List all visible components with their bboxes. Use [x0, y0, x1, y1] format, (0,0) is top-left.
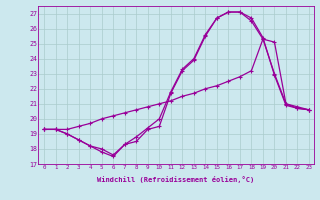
X-axis label: Windchill (Refroidissement éolien,°C): Windchill (Refroidissement éolien,°C): [97, 176, 255, 183]
